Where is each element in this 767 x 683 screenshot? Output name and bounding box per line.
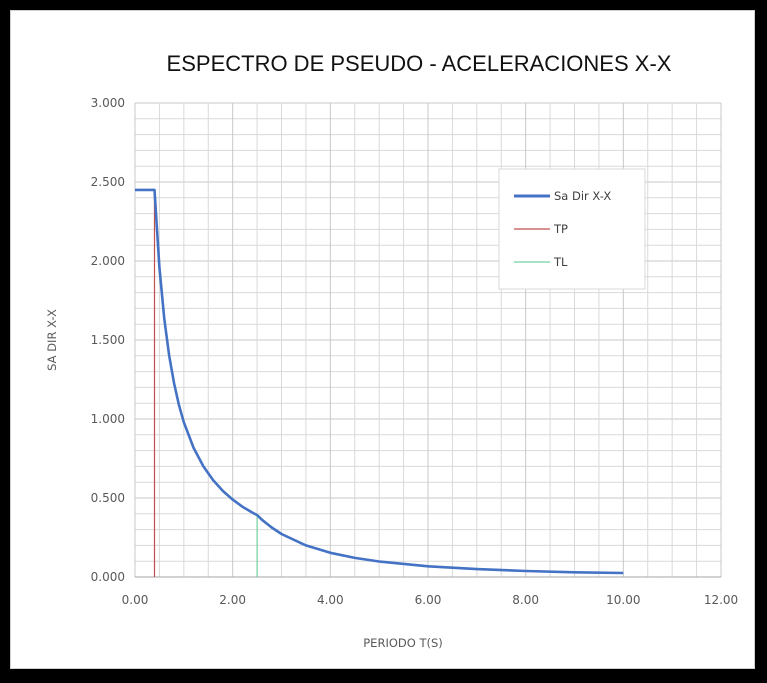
series-line-sa-dir-x-x	[135, 188, 624, 575]
y-tick-label: 1.500	[91, 333, 125, 347]
chart-svg: ESPECTRO DE PSEUDO - ACELERACIONES X-X 0…	[45, 51, 739, 650]
x-axis-label: PERIODO T(S)	[363, 636, 443, 650]
y-tick-label: 1.000	[91, 412, 125, 426]
y-axis-ticks: 0.000 0.500 1.000 1.500 2.000 2.500 3.000	[91, 96, 125, 584]
x-tick-label: 2.00	[219, 593, 246, 607]
legend: Sa Dir X-X TP TL	[498, 168, 646, 290]
y-tick-label: 2.500	[91, 175, 125, 189]
x-tick-label: 0.00	[122, 593, 149, 607]
y-tick-label: 0.500	[91, 491, 125, 505]
x-tick-label: 6.00	[415, 593, 442, 607]
legend-label: Sa Dir X-X	[554, 189, 611, 203]
x-tick-label: 12.00	[704, 593, 738, 607]
chart-area: ESPECTRO DE PSEUDO - ACELERACIONES X-X 0…	[10, 10, 755, 669]
x-tick-label: 8.00	[512, 593, 539, 607]
legend-label: TP	[553, 222, 568, 236]
x-tick-label: 4.00	[317, 593, 344, 607]
series-group	[135, 188, 624, 577]
x-axis-ticks: 0.00 2.00 4.00 6.00 8.00 10.00 12.00	[122, 593, 739, 607]
y-tick-label: 0.000	[91, 570, 125, 584]
y-axis-label: SA DIR X-X	[45, 309, 59, 371]
y-tick-label: 3.000	[91, 96, 125, 110]
x-tick-label: 10.00	[606, 593, 640, 607]
legend-label: TL	[553, 255, 568, 269]
chart-title: ESPECTRO DE PSEUDO - ACELERACIONES X-X	[167, 51, 672, 76]
y-tick-label: 2.000	[91, 254, 125, 268]
